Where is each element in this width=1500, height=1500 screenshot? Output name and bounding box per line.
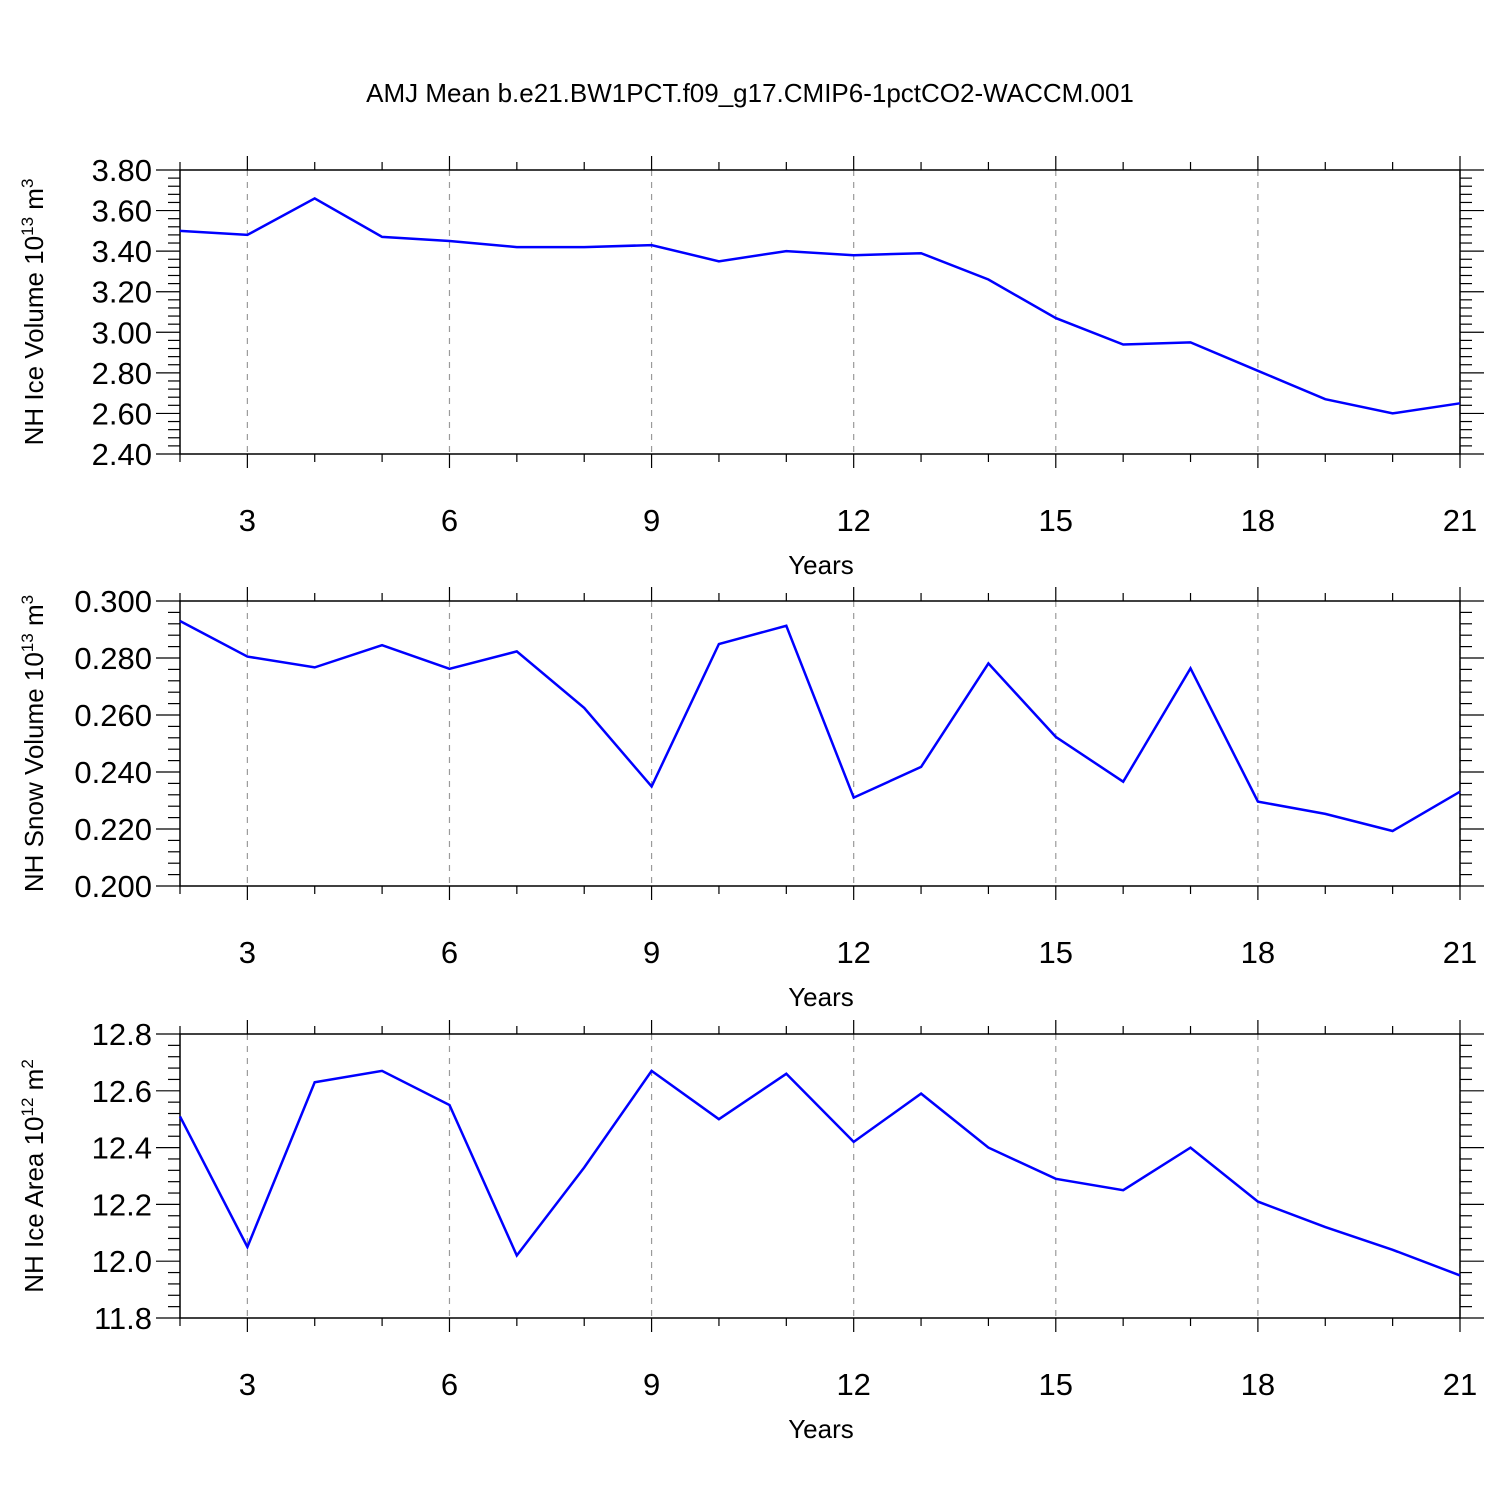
ice-area-ytick-label-1: 12.0 bbox=[92, 1244, 152, 1279]
ice-area-ytick-label-4: 12.6 bbox=[92, 1074, 152, 1109]
ice-area-xtick-label-18: 18 bbox=[1241, 1367, 1275, 1402]
ice-volume-xtick-label-15: 15 bbox=[1039, 503, 1073, 538]
ice-volume-xtick-label-3: 3 bbox=[239, 503, 256, 538]
snow-volume-ytick-label-5: 0.300 bbox=[74, 584, 152, 619]
ice-volume-ytick-label-5: 3.40 bbox=[92, 234, 152, 269]
ice-volume-xtick-label-12: 12 bbox=[836, 503, 870, 538]
snow-volume-xtick-label-12: 12 bbox=[836, 935, 870, 970]
ice-volume-xtick-label-18: 18 bbox=[1241, 503, 1275, 538]
snow-volume-xtick-label-15: 15 bbox=[1039, 935, 1073, 970]
snow-volume-xtick-label-9: 9 bbox=[643, 935, 660, 970]
ice-area-xtick-label-21: 21 bbox=[1443, 1367, 1477, 1402]
ice-volume-xtick-label-9: 9 bbox=[643, 503, 660, 538]
ice-area-xtick-label-15: 15 bbox=[1039, 1367, 1073, 1402]
snow-volume-xaxis-title: Years bbox=[788, 982, 854, 1012]
snow-volume-yaxis-title: NH Snow Volume 1013 m3 bbox=[18, 595, 49, 892]
figure-title: AMJ Mean b.e21.BW1PCT.f09_g17.CMIP6-1pct… bbox=[366, 78, 1134, 108]
snow-volume-series-line bbox=[179, 619, 1461, 833]
panel-snow-volume: 0.200 0.220 0.240 0.260 0.280 0.300 3 6 9 12 15 18 2… bbox=[18, 584, 1484, 1012]
ice-volume-ytick-label-1: 2.60 bbox=[92, 396, 152, 431]
ice-volume-xtick-label-21: 21 bbox=[1443, 503, 1477, 538]
ice-area-ytick-label-3: 12.4 bbox=[92, 1131, 152, 1166]
snow-volume-xtick-label-21: 21 bbox=[1443, 935, 1477, 970]
ice-area-yaxis-title: NH Ice Area 1012 m2 bbox=[18, 1059, 49, 1293]
snow-volume-ytick-label-4: 0.280 bbox=[74, 641, 152, 676]
ice-area-xtick-label-9: 9 bbox=[643, 1367, 660, 1402]
snow-volume-ytick-label-2: 0.240 bbox=[74, 755, 152, 790]
ice-area-series-line bbox=[178, 1069, 1461, 1277]
ice-volume-ytick-label-2: 2.80 bbox=[92, 356, 152, 391]
snow-volume-ytick-label-1: 0.220 bbox=[74, 812, 152, 847]
snow-volume-xtick-label-6: 6 bbox=[441, 935, 458, 970]
ice-volume-ytick-label-3: 3.00 bbox=[92, 315, 152, 350]
ice-volume-series-line bbox=[179, 196, 1461, 415]
snow-volume-ytick-label-0: 0.200 bbox=[74, 869, 152, 904]
ice-area-xtick-label-6: 6 bbox=[441, 1367, 458, 1402]
snow-volume-xtick-label-18: 18 bbox=[1241, 935, 1275, 970]
ice-area-ytick-label-5: 12.8 bbox=[92, 1017, 152, 1052]
snow-volume-ytick-label-3: 0.260 bbox=[74, 698, 152, 733]
ice-area-xtick-label-3: 3 bbox=[239, 1367, 256, 1402]
ice-area-xtick-label-12: 12 bbox=[836, 1367, 870, 1402]
ice-area-ytick-label-0: 11.8 bbox=[94, 1301, 152, 1336]
ice-volume-ytick-label-4: 3.20 bbox=[92, 275, 152, 310]
ice-volume-ytick-label-0: 2.40 bbox=[92, 437, 152, 472]
panel-ice-volume: 2.40 2.60 2.80 3.00 3.20 3.40 3.60 3.80 3 6 9 12 15 1… bbox=[18, 153, 1484, 580]
ice-volume-yaxis-title: NH Ice Volume 1013 m3 bbox=[18, 179, 49, 446]
ice-area-ytick-label-2: 12.2 bbox=[92, 1187, 152, 1222]
ice-area-plot-frame bbox=[179, 1033, 1461, 1319]
ice-volume-xaxis-title: Years bbox=[788, 550, 854, 580]
panel-ice-area: 11.8 12.0 12.2 12.4 12.6 12.8 3 6 9 12 15 18 21 Years… bbox=[18, 1017, 1484, 1444]
ice-volume-plot-frame bbox=[179, 169, 1461, 455]
snow-volume-plot-frame bbox=[179, 600, 1461, 887]
ice-volume-ytick-label-7: 3.80 bbox=[92, 153, 152, 188]
ice-area-xaxis-title: Years bbox=[788, 1414, 854, 1444]
ice-volume-xtick-label-6: 6 bbox=[441, 503, 458, 538]
snow-volume-xtick-label-3: 3 bbox=[239, 935, 256, 970]
ice-volume-ytick-label-6: 3.60 bbox=[92, 194, 152, 229]
